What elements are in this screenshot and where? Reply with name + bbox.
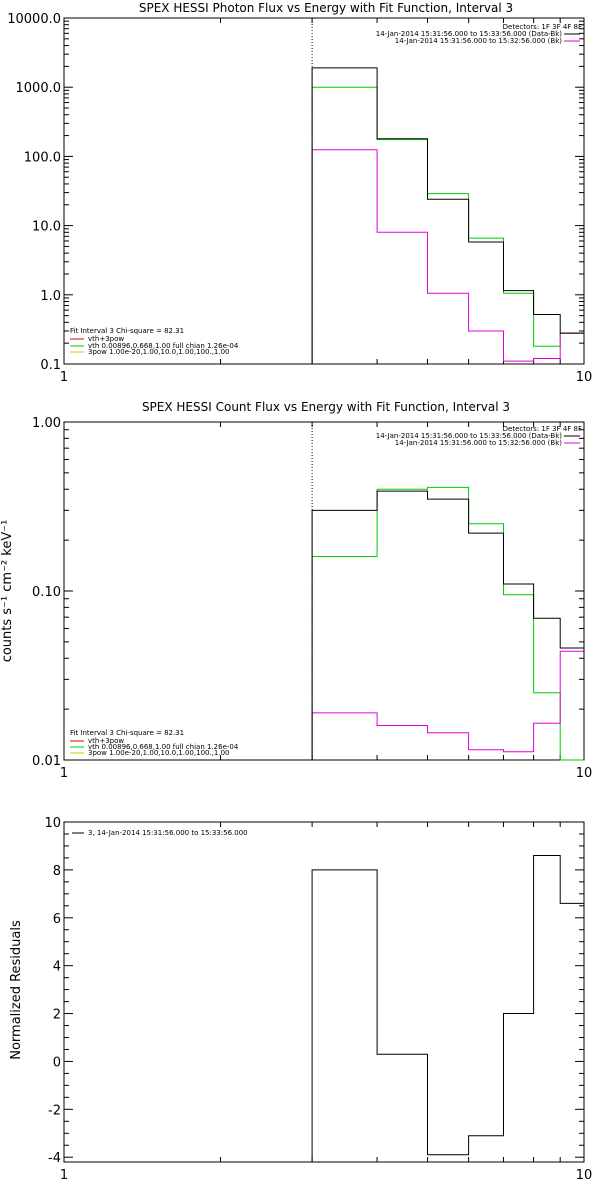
count-flux-y-tick-label: 1.00 bbox=[32, 416, 61, 431]
residuals-y-tick-label: 10 bbox=[44, 816, 61, 831]
photon-flux-y-tick-label: 10.0 bbox=[32, 220, 61, 235]
residuals-y-tick-label: 2 bbox=[53, 1008, 61, 1023]
photon-flux-y-tick-label: 1000.0 bbox=[16, 81, 62, 96]
residuals-y-ticks: -4 -2 0 2 4 6 8 10 bbox=[44, 816, 584, 1166]
photon-flux-panel: SPEX HESSI Photon Flux vs Energy with Fi… bbox=[7, 1, 592, 385]
photon-flux-series-data-bk bbox=[311, 67, 585, 364]
count-flux-series-data-bk bbox=[311, 490, 585, 760]
photon-flux-y-ticks: 0.1 1.0 10.0 100.0 1000.0 10000.0 bbox=[7, 12, 584, 373]
count-flux-fit-sum: vth+3pow bbox=[88, 737, 124, 745]
photon-flux-x-tick-label: 1 bbox=[60, 370, 68, 385]
count-flux-y-axis-label: counts s⁻¹ cm⁻² keV⁻¹ bbox=[0, 520, 15, 663]
count-flux-legend-bk: 14-Jan-2014 15:31:56.000 to 15:32:56.000… bbox=[395, 439, 563, 447]
photon-flux-y-tick-label: 100.0 bbox=[24, 150, 61, 165]
residuals-series bbox=[311, 855, 585, 1162]
residuals-legend: 3, 14-Jan-2014 15:31:56.000 to 15:33:56.… bbox=[88, 829, 248, 837]
count-flux-y-tick-label: 0.01 bbox=[32, 754, 61, 769]
count-flux-y-ticks: 0.01 0.10 1.00 bbox=[32, 416, 584, 769]
count-flux-x-ticks: 1 10 bbox=[60, 422, 592, 781]
count-flux-series-bk bbox=[311, 650, 585, 760]
photon-flux-legend-bk: 14-Jan-2014 15:31:56.000 to 15:32:56.000… bbox=[395, 37, 563, 45]
residuals-series-residuals bbox=[311, 855, 585, 1162]
residuals-x-tick-label: 1 bbox=[60, 1168, 68, 1183]
count-flux-fit-vth: vth 0.00896,0.668,1.00 full chian 1.26e-… bbox=[88, 743, 239, 751]
residuals-panel: -4 -2 0 2 4 6 8 10 1 10 Normalized Residuals 3, … bbox=[9, 816, 592, 1183]
photon-flux-x-tick-label: 10 bbox=[576, 370, 593, 385]
photon-flux-title: SPEX HESSI Photon Flux vs Energy with Fi… bbox=[139, 1, 513, 15]
count-flux-x-tick-label: 1 bbox=[60, 766, 68, 781]
count-flux-y-tick-label: 0.10 bbox=[32, 585, 61, 600]
count-flux-title: SPEX HESSI Count Flux vs Energy with Fit… bbox=[142, 400, 510, 414]
photon-flux-fit-info: Fit Interval 3 Chi-square = 82.31 vth+3p… bbox=[70, 327, 239, 356]
photon-flux-series bbox=[311, 67, 585, 364]
count-flux-fit-3pow: 3pow 1.00e-20,1.00,10.0,1.00,100.,1.00 bbox=[88, 749, 230, 757]
photon-flux-y-tick-label: 0.1 bbox=[40, 358, 61, 373]
count-flux-fit-info: Fit Interval 3 Chi-square = 82.31 vth+3p… bbox=[70, 729, 239, 757]
count-flux-series-fit bbox=[311, 486, 584, 761]
photon-flux-y-tick-label: 10000.0 bbox=[7, 12, 61, 27]
photon-flux-fit-summary: Fit Interval 3 Chi-square = 82.31 bbox=[70, 327, 184, 335]
residuals-y-tick-label: -4 bbox=[48, 1151, 61, 1166]
count-flux-fit-summary: Fit Interval 3 Chi-square = 82.31 bbox=[70, 729, 184, 737]
count-flux-x-tick-label: 10 bbox=[576, 766, 593, 781]
residuals-plot-frame bbox=[63, 821, 585, 1163]
residuals-y-tick-label: 4 bbox=[53, 960, 61, 975]
photon-flux-plot-frame bbox=[63, 17, 585, 365]
residuals-y-tick-label: 6 bbox=[53, 912, 61, 927]
residuals-y-axis-label: Normalized Residuals bbox=[9, 920, 24, 1060]
photon-flux-fit-vth: vth 0.00896,0.668,1.00 full chian 1.26e-… bbox=[88, 342, 239, 350]
photon-flux-fit-3pow: 3pow 1.00e-20,1.00,10.0,1.00,100.,1.00 bbox=[88, 348, 230, 356]
photon-flux-detectors: Detectors: 1F 3F 4F 8F bbox=[503, 23, 582, 31]
count-flux-legend-data-bk: 14-Jan-2014 15:31:56.000 to 15:33:56.000… bbox=[376, 432, 563, 440]
photon-flux-series-fit bbox=[311, 86, 585, 364]
residuals-y-tick-label: 8 bbox=[53, 864, 61, 879]
count-flux-detectors: Detectors: 1F 3F 4F 8F bbox=[503, 425, 582, 433]
count-flux-plot-frame bbox=[63, 421, 585, 761]
residuals-x-ticks: 1 10 bbox=[60, 822, 592, 1183]
count-flux-series bbox=[311, 486, 585, 761]
residuals-x-tick-label: 10 bbox=[576, 1168, 593, 1183]
residuals-y-tick-label: -2 bbox=[48, 1103, 61, 1118]
photon-flux-fit-sum: vth+3pow bbox=[88, 335, 124, 343]
count-flux-panel: SPEX HESSI Count Flux vs Energy with Fit… bbox=[0, 400, 592, 781]
photon-flux-y-tick-label: 1.0 bbox=[40, 289, 61, 304]
photon-flux-legend-data-bk: 14-Jan-2014 15:31:56.000 to 15:33:56.000… bbox=[376, 30, 563, 38]
photon-flux-x-ticks: 1 10 bbox=[60, 18, 592, 385]
residuals-y-tick-label: 0 bbox=[53, 1055, 61, 1070]
photon-flux-series-bk bbox=[311, 149, 585, 364]
